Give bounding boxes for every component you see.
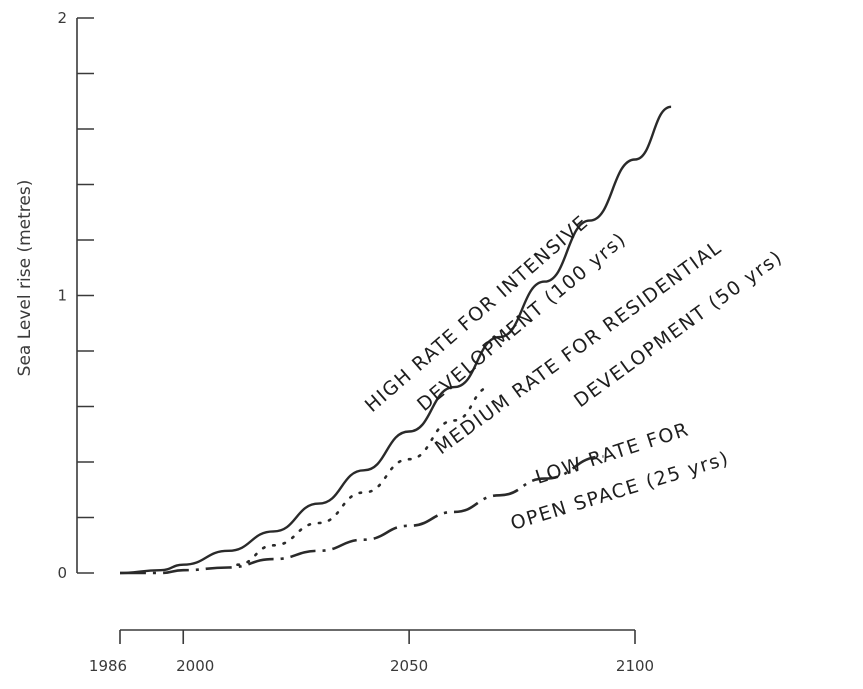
axes: 0 1 2 1986 2000 2050 2100 xyxy=(57,9,654,675)
y-tick-label: 0 xyxy=(57,564,67,582)
annotation-high-rate-line1: HIGH RATE FOR INTENSIVE xyxy=(361,211,593,417)
y-tick-label: 2 xyxy=(57,9,67,27)
series-layer xyxy=(119,105,672,575)
x-tick-label: 2050 xyxy=(390,657,428,675)
y-tick-label: 1 xyxy=(57,287,67,305)
y-axis-title: Sea Level rise (metres) xyxy=(15,180,35,377)
series-line-high-rate xyxy=(119,105,672,575)
x-tick-label: 2100 xyxy=(616,657,654,675)
x-tick-label: 2000 xyxy=(176,657,214,675)
x-tick-label: 1986 xyxy=(89,657,127,675)
series-line-medium-rate xyxy=(236,385,492,566)
series-line-low-rate xyxy=(119,455,604,575)
